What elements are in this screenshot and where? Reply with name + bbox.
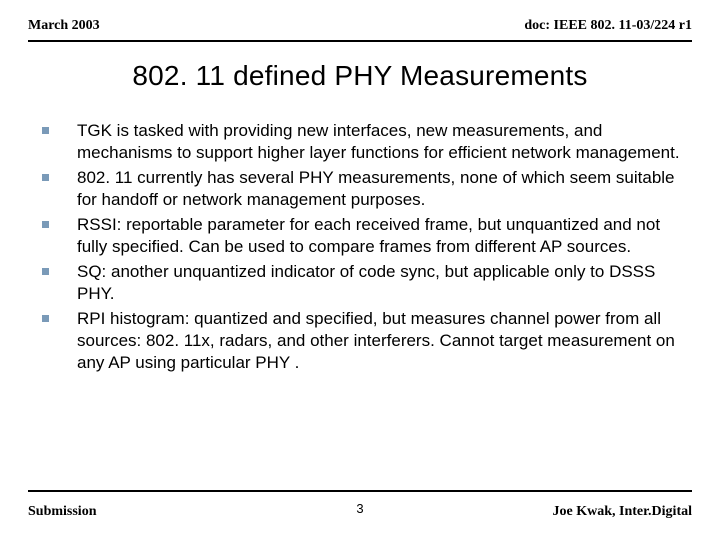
list-item: RSSI: reportable parameter for each rece… — [38, 214, 682, 259]
list-item: TGK is tasked with providing new interfa… — [38, 120, 682, 165]
bullet-text: 802. 11 currently has several PHY measur… — [77, 167, 682, 212]
bullet-square-icon — [42, 127, 49, 134]
header-rule — [28, 40, 692, 42]
list-item: 802. 11 currently has several PHY measur… — [38, 167, 682, 212]
bullet-text: RSSI: reportable parameter for each rece… — [77, 214, 682, 259]
page-number: 3 — [356, 501, 363, 516]
footer-rule — [28, 490, 692, 492]
bullet-square-icon — [42, 174, 49, 181]
footer-left: Submission — [28, 504, 96, 520]
bullet-text: SQ: another unquantized indicator of cod… — [77, 261, 682, 306]
bullet-square-icon — [42, 221, 49, 228]
header: March 2003 doc: IEEE 802. 11-03/224 r1 — [0, 0, 720, 38]
header-date: March 2003 — [28, 18, 100, 34]
bullet-square-icon — [42, 315, 49, 322]
list-item: RPI histogram: quantized and specified, … — [38, 308, 682, 375]
page-title: 802. 11 defined PHY Measurements — [0, 60, 720, 92]
bullet-list: TGK is tasked with providing new interfa… — [38, 120, 682, 375]
bullet-text: TGK is tasked with providing new interfa… — [77, 120, 682, 165]
footer: Submission 3 Joe Kwak, Inter.Digital — [28, 504, 692, 520]
list-item: SQ: another unquantized indicator of cod… — [38, 261, 682, 306]
footer-author: Joe Kwak, Inter.Digital — [553, 504, 692, 520]
bullet-square-icon — [42, 268, 49, 275]
bullet-text: RPI histogram: quantized and specified, … — [77, 308, 682, 375]
header-doc-id: doc: IEEE 802. 11-03/224 r1 — [524, 18, 692, 34]
content-area: TGK is tasked with providing new interfa… — [0, 92, 720, 375]
